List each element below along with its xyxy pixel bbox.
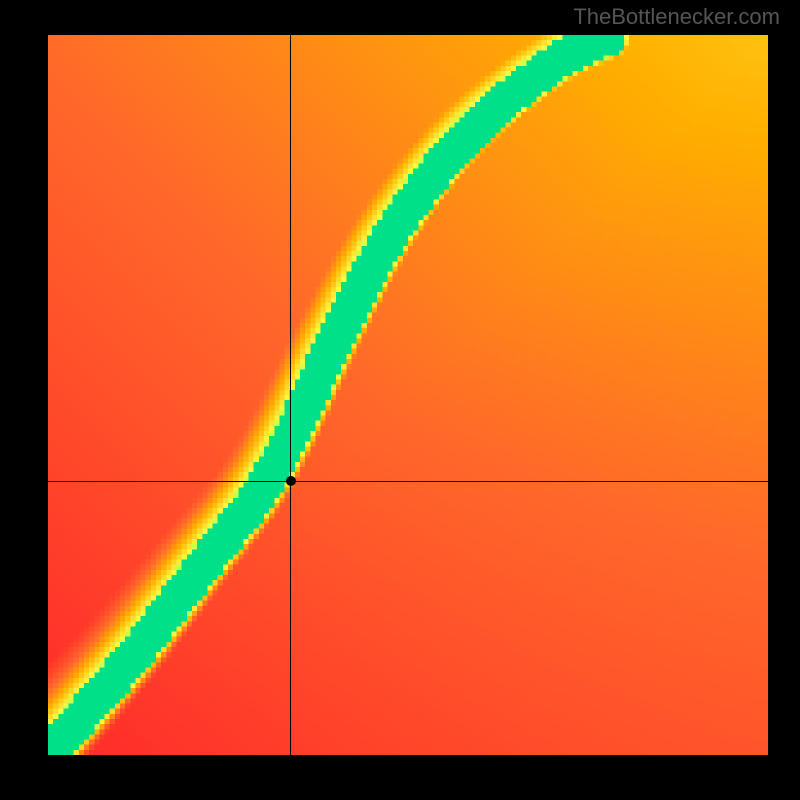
heatmap-canvas — [48, 35, 768, 755]
crosshair-vertical — [290, 35, 291, 755]
watermark-text: TheBottlenecker.com — [573, 4, 780, 30]
heatmap-plot — [48, 35, 768, 755]
figure-root: TheBottlenecker.com — [0, 0, 800, 800]
crosshair-horizontal — [48, 481, 768, 482]
crosshair-marker — [286, 476, 296, 486]
